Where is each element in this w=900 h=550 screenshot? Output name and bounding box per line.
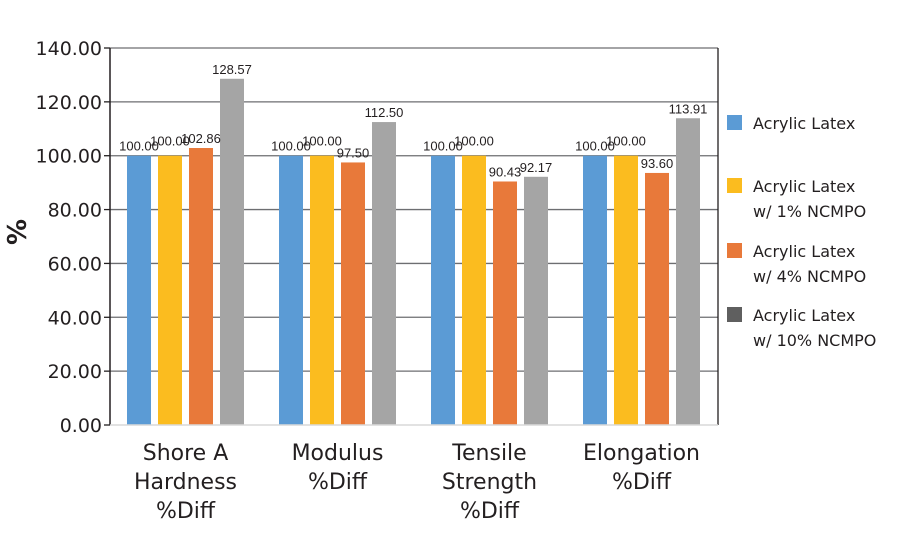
data-label: 113.91 [669,101,708,116]
y-tick-label: 0.00 [60,415,102,437]
y-tick-label: 100.00 [36,146,102,168]
data-label: 100.00 [119,139,159,154]
x-category-label: Shore A [143,441,229,466]
y-tick-label: 120.00 [36,92,102,114]
bar [524,176,548,425]
bar [493,181,517,425]
legend-swatch [727,243,742,258]
y-tick-label: 140.00 [36,38,102,60]
legend-swatch [727,307,742,322]
legend-swatch [727,178,742,193]
data-label: 100.00 [606,134,646,149]
bar [158,155,182,425]
y-tick-label: 60.00 [48,253,102,275]
data-label: 102.86 [181,131,221,146]
y-axis-title: % [3,219,33,245]
bar [372,122,396,425]
data-label: 128.57 [212,62,252,77]
x-category-label: Elongation [583,441,700,466]
legend-swatch [727,115,742,130]
y-tick-labels: 0.00 20.00 40.00 60.00 80.00 100.00 120.00 140.… [36,38,102,437]
bar [462,155,486,425]
data-label: 92.17 [520,160,553,175]
legend-label: w/ 1% NCMPO [753,202,866,221]
bar [431,155,455,425]
x-category-labels: Shore A Hardness %Diff Modulus %Diff Tensile S… [134,441,700,524]
legend-label: Acrylic Latex [753,306,855,325]
bar [127,155,151,425]
x-category-label: Strength [442,470,537,495]
bar [614,155,638,425]
data-label: 100.00 [302,134,342,149]
legend-label: w/ 10% NCMPO [753,331,876,350]
x-category-label: Tensile [451,441,526,466]
data-label: 90.43 [489,164,522,179]
x-category-label: %Diff [612,470,672,495]
data-label: 100.00 [454,134,494,149]
y-tick-label: 20.00 [48,361,102,383]
y-tick-label: 40.00 [48,307,102,329]
bar [220,78,244,425]
bar [310,155,334,425]
legend: Acrylic Latex Acrylic Latex w/ 1% NCMPO Acr… [727,114,876,350]
y-tick-label: 80.00 [48,200,102,222]
bar [676,118,700,425]
data-label: 93.60 [641,156,674,171]
x-category-label: %Diff [156,499,216,524]
data-label: 100.00 [575,139,615,154]
data-label: 100.00 [271,139,311,154]
bars [127,78,700,426]
legend-label: Acrylic Latex [753,242,855,261]
x-category-label: Hardness [134,470,237,495]
data-label: 100.00 [150,134,190,149]
data-labels: 100.00100.00102.86128.57100.00100.0097.5… [119,62,707,180]
bar [645,172,669,425]
legend-label: Acrylic Latex [753,177,855,196]
data-label: 100.00 [423,139,463,154]
bar [583,155,607,425]
data-label: 97.50 [337,145,370,160]
x-category-label: %Diff [308,470,368,495]
legend-label: w/ 4% NCMPO [753,267,866,286]
legend-label: Acrylic Latex [753,114,855,133]
data-label: 112.50 [365,105,404,120]
bar [279,155,303,425]
x-category-label: Modulus [292,441,384,466]
bar [341,162,365,426]
x-category-label: %Diff [460,499,520,524]
axes [104,47,719,426]
bar [189,148,213,426]
